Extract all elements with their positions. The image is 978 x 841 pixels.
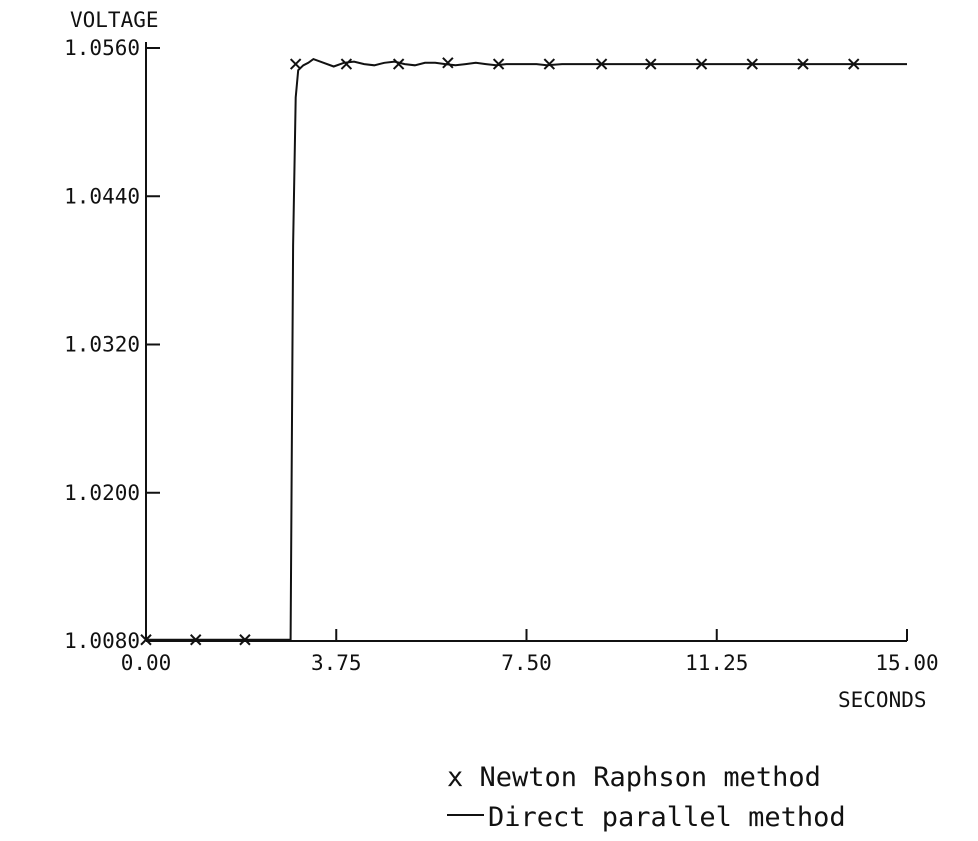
newton-raphson-marker: [492, 58, 505, 70]
newton-raphson-marker: [543, 58, 556, 70]
y-tick-label: 1.0440: [64, 184, 140, 208]
newton-raphson-marker: [746, 58, 758, 70]
newton-raphson-marker: [392, 58, 405, 70]
y-tick-label: 1.0320: [64, 333, 140, 357]
x-tick-label: 3.75: [311, 651, 362, 675]
newton-raphson-marker: [190, 634, 202, 646]
plot-area: [140, 57, 907, 646]
series-newton-raphson-markers: [140, 57, 860, 646]
legend-entry-newton-raphson: x Newton Raphson method: [447, 762, 821, 793]
newton-raphson-marker: [140, 634, 152, 646]
x-axis-title: SECONDS: [838, 688, 927, 712]
y-tick-label: 1.0080: [64, 629, 140, 653]
legend: x Newton Raphson method Direct parallel …: [447, 762, 846, 833]
x-tick-label: 0.00: [121, 651, 172, 675]
legend-entry-direct-parallel: Direct parallel method: [488, 802, 846, 833]
y-tick-label: 1.0200: [64, 481, 140, 505]
newton-raphson-marker: [848, 58, 860, 70]
x-tick-label: 7.50: [501, 651, 552, 675]
newton-raphson-marker: [239, 634, 251, 646]
y-axis-title: VOLTAGE: [70, 8, 159, 32]
axes: [145, 42, 907, 642]
ticks: [145, 47, 908, 642]
newton-raphson-marker: [289, 58, 302, 70]
newton-raphson-marker: [797, 58, 809, 70]
newton-raphson-marker: [340, 58, 353, 70]
newton-raphson-marker: [595, 58, 608, 70]
x-tick-label: 11.25: [685, 651, 748, 675]
y-tick-label: 1.0560: [64, 36, 140, 60]
newton-raphson-marker: [645, 58, 657, 70]
newton-raphson-marker: [442, 57, 454, 69]
tick-labels: 0.00 3.75 7.50 11.25 15.00 1.0080 1.0200 1.0320…: [64, 36, 938, 675]
series-direct-parallel-line: [146, 57, 907, 641]
newton-raphson-marker: [695, 58, 708, 70]
x-tick-label: 15.00: [875, 651, 938, 675]
